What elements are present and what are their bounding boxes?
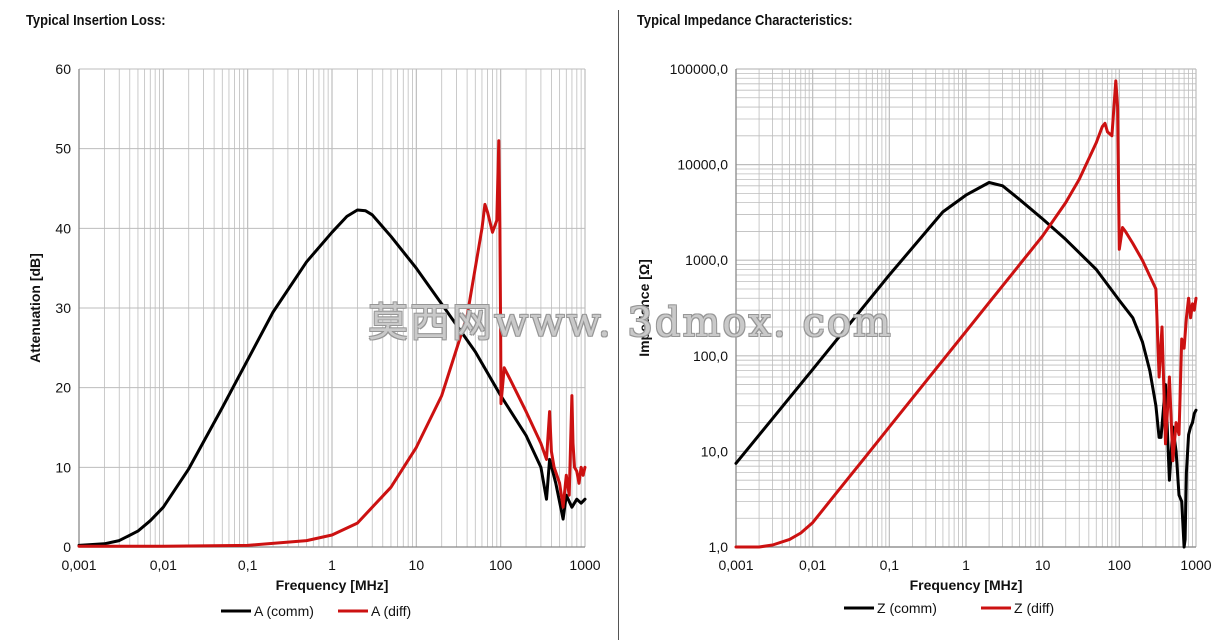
y-tick-label: 10000,0 xyxy=(677,157,728,173)
y-tick-label: 0 xyxy=(63,539,71,555)
chart-title: Typical Impedance Characteristics: xyxy=(637,12,853,29)
y-tick-label: 100,0 xyxy=(693,348,728,364)
chart-title: Typical Insertion Loss: xyxy=(26,12,166,29)
x-tick-label: 0,01 xyxy=(150,557,177,573)
x-tick-label: 10 xyxy=(1035,557,1051,573)
y-tick-label: 100000,0 xyxy=(670,61,729,77)
y-tick-label: 20 xyxy=(55,380,71,396)
y-tick-label: 10 xyxy=(55,459,71,475)
y-tick-label: 40 xyxy=(55,220,71,236)
legend-label: A (comm) xyxy=(254,603,314,619)
legend-label: Z (diff) xyxy=(1014,600,1054,616)
insertion-loss-chart: 0,001 0,01 0,1 1 10 100 1000 0 10 20 30 40 50 60 Frequ… xyxy=(27,61,601,619)
impedance-chart: 0,001 0,01 0,1 1 10 100 1000 1,0 10,0 100,0 1000,0… xyxy=(636,61,1212,616)
y-tick-label: 10,0 xyxy=(701,443,728,459)
x-tick-label: 0,001 xyxy=(61,557,96,573)
x-tick-label: 100 xyxy=(1108,557,1132,573)
x-tick-label: 0,001 xyxy=(718,557,753,573)
y-tick-label: 1,0 xyxy=(709,539,729,555)
x-tick-label: 1000 xyxy=(569,557,600,573)
y-axis-label: Impedance [Ω] xyxy=(636,259,652,357)
y-axis-label: Attenuation [dB] xyxy=(27,253,43,363)
x-axis-label: Frequency [MHz] xyxy=(910,577,1023,593)
x-tick-label: 1 xyxy=(962,557,970,573)
panel-divider xyxy=(618,10,619,640)
x-tick-label: 1000 xyxy=(1180,557,1211,573)
y-tick-label: 50 xyxy=(55,141,71,157)
y-tick-label: 30 xyxy=(55,300,71,316)
x-tick-label: 0,1 xyxy=(238,557,258,573)
x-tick-label: 0,1 xyxy=(880,557,900,573)
x-axis-label: Frequency [MHz] xyxy=(276,577,389,593)
legend: A (comm) A (diff) xyxy=(221,603,411,619)
plot-area: 0,001 0,01 0,1 1 10 100 1000 1,0 10,0 100,0 1000,0… xyxy=(636,61,1212,616)
x-tick-label: 0,01 xyxy=(799,557,826,573)
x-tick-label: 100 xyxy=(489,557,513,573)
legend: Z (comm) Z (diff) xyxy=(844,600,1054,616)
y-tick-label: 1000,0 xyxy=(685,252,728,268)
insertion-loss-panel: Typical Insertion Loss: 0,001 0,01 0,1 1 10 1… xyxy=(26,12,601,619)
series-line-comm xyxy=(734,181,1198,549)
legend-label: A (diff) xyxy=(371,603,411,619)
plot-area: 0,001 0,01 0,1 1 10 100 1000 0 10 20 30 40 50 60 Frequ… xyxy=(27,61,601,619)
legend-label: Z (comm) xyxy=(877,600,937,616)
series-line-diff xyxy=(77,139,587,548)
watermark: 莫西网www. 3dmox. com xyxy=(368,300,893,346)
y-tick-label: 60 xyxy=(55,61,71,77)
series-line-comm xyxy=(77,208,587,547)
x-tick-label: 1 xyxy=(328,557,336,573)
series-line-diff xyxy=(734,79,1198,549)
x-tick-label: 10 xyxy=(409,557,425,573)
impedance-panel: Typical Impedance Characteristics: 0,001… xyxy=(620,0,1229,640)
